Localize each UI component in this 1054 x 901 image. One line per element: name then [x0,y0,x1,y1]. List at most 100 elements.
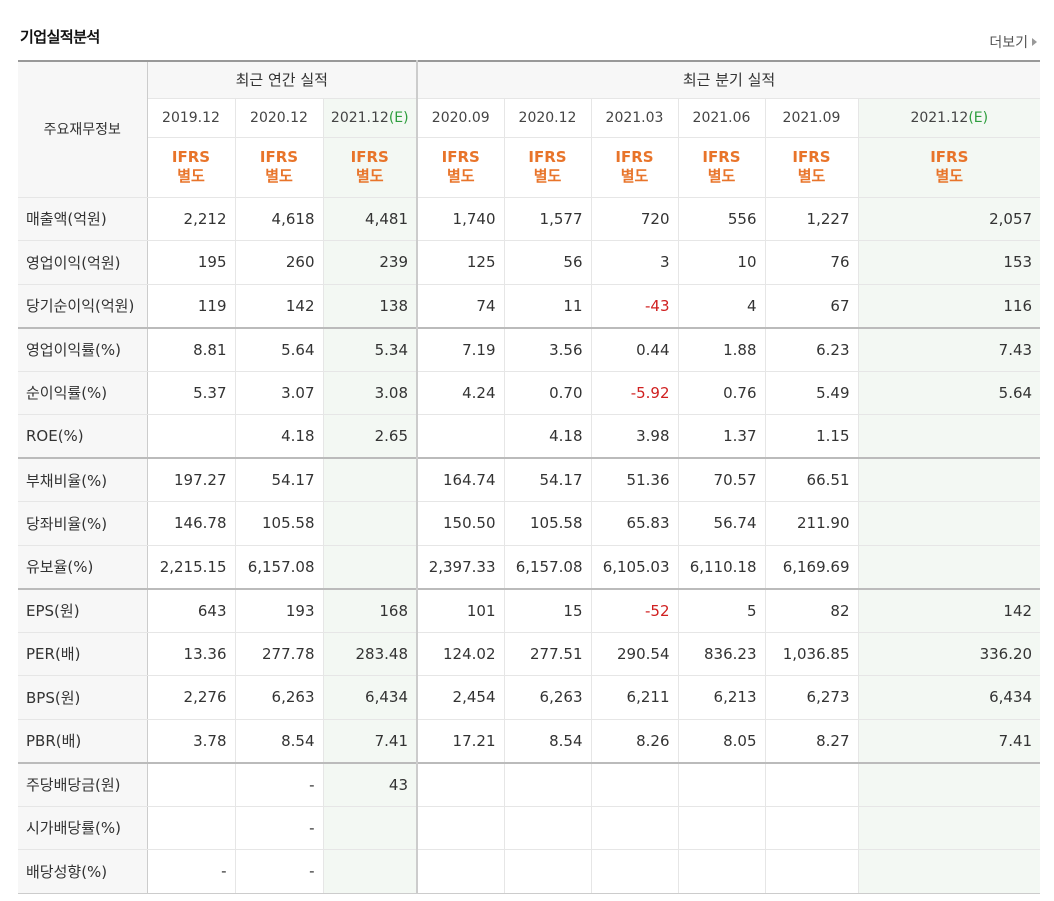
separate-label: 별도 [935,167,964,185]
table-cell [322,501,418,546]
table-cell: 5.64 [857,371,1041,415]
table-cell: 65.83 [590,501,678,546]
table-cell: 146.78 [146,501,235,546]
table-cell [590,761,678,807]
accounting-standard-header: IFRS 별도 [503,137,591,198]
table-cell: 4.18 [503,414,591,459]
table-cell: 211.90 [764,501,858,546]
table-cell: 1.88 [677,326,765,372]
table-cell: 138 [322,284,418,328]
table-cell [322,545,418,589]
table-cell: 105.58 [234,501,323,546]
table-row: BPS(원) 2,276 6,263 6,434 2,454 6,263 6,211 6,21… [18,675,1041,720]
table-cell: 3.98 [590,414,678,459]
period-header: 2021.06 [677,98,765,138]
table-cell: 7.41 [857,719,1041,763]
accounting-standard-header: IFRS 별도 [234,137,323,198]
table-cell: 6,273 [764,675,858,720]
table-cell: -43 [590,284,678,328]
table-cell [677,849,765,894]
ifrs-label: IFRS [792,148,831,166]
table-cell: 239 [322,240,418,285]
table-cell [590,806,678,850]
table-cell: 101 [416,587,504,633]
period-header: 2021.12(E) [857,98,1041,138]
table-cell: 2,212 [146,197,235,241]
table-cell: 168 [322,587,418,633]
period-label: 2021.06 [692,109,751,126]
row-label: ROE(%) [18,414,148,459]
period-label: 2020.09 [431,109,490,126]
table-cell: 8.26 [590,719,678,763]
row-label: 순이익률(%) [18,371,148,415]
table-cell: 5.49 [764,371,858,415]
table-cell: 3.78 [146,719,235,763]
table-cell: 125 [416,240,504,285]
table-cell: 6,263 [503,675,591,720]
table-cell: 6,434 [322,675,418,720]
table-cell [764,761,858,807]
table-cell: -5.92 [590,371,678,415]
table-cell: 8.54 [234,719,323,763]
table-cell: 5.34 [322,326,418,372]
table-row: 유보율(%) 2,215.15 6,157.08 2,397.33 6,157.08 6,… [18,545,1041,589]
table-cell [503,806,591,850]
table-cell: 1,227 [764,197,858,241]
table-cell: 17.21 [416,719,504,763]
table-cell: 1.37 [677,414,765,459]
table-cell [857,501,1041,546]
row-label: PBR(배) [18,719,148,763]
row-label: 배당성향(%) [18,849,148,894]
accounting-standard-header: IFRS 별도 [677,137,765,198]
table-cell: 6,263 [234,675,323,720]
table-cell: 105.58 [503,501,591,546]
table-cell: 277.78 [234,632,323,676]
separate-label: 별도 [446,167,475,185]
arrow-right-icon [1032,38,1037,46]
row-label: BPS(원) [18,675,148,720]
ifrs-label: IFRS [171,148,211,166]
row-label: 영업이익(억원) [18,240,148,285]
table-cell: 8.54 [503,719,591,763]
table-cell [503,761,591,807]
annual-group-header: 최근 연간 실적 [146,61,418,99]
accounting-standard-header: IFRS 별도 [857,137,1041,198]
separate-label: 별도 [797,167,826,185]
table-row: 매출액(억원) 2,212 4,618 4,481 1,740 1,577 720 556 1,… [18,197,1041,241]
table-cell: - [146,849,235,894]
more-link[interactable]: 더보기 [989,32,1037,52]
table-cell: 51.36 [590,457,678,502]
table-cell: 56 [503,240,591,285]
table-cell: 8.27 [764,719,858,763]
table-cell: 2,215.15 [146,545,235,589]
table-cell: 720 [590,197,678,241]
table-cell: 197.27 [146,457,235,502]
period-header: 2019.12 [146,98,235,138]
table-cell: 15 [503,587,591,633]
row-label: 주당배당금(원) [18,761,148,807]
table-cell [322,806,418,850]
table-cell: 6,157.08 [234,545,323,589]
row-label: 당기순이익(억원) [18,284,148,328]
table-row: 영업이익률(%) 8.81 5.64 5.34 7.19 3.56 0.44 1.88 6.23… [18,326,1041,372]
table-cell: 260 [234,240,323,285]
table-cell: - [234,806,323,850]
accounting-standard-header: IFRS 별도 [416,137,504,198]
table-cell: 119 [146,284,235,328]
table-row: 부채비율(%) 197.27 54.17 164.74 54.17 51.36 70.57 6… [18,457,1041,502]
period-header: 2021.09 [764,98,858,138]
table-cell: 0.70 [503,371,591,415]
table-cell: 4.18 [234,414,323,459]
table-cell: 2.65 [322,414,418,459]
table-cell: 70.57 [677,457,765,502]
table-cell [322,457,418,502]
table-cell: 3.08 [322,371,418,415]
table-cell: 2,454 [416,675,504,720]
row-label: 유보율(%) [18,545,148,589]
table-cell: 6,213 [677,675,765,720]
quarter-group-header: 최근 분기 실적 [416,61,1041,99]
ifrs-label: IFRS [259,148,299,166]
table-cell [416,414,504,459]
period-label: 2021.09 [782,109,841,126]
table-cell: 56.74 [677,501,765,546]
